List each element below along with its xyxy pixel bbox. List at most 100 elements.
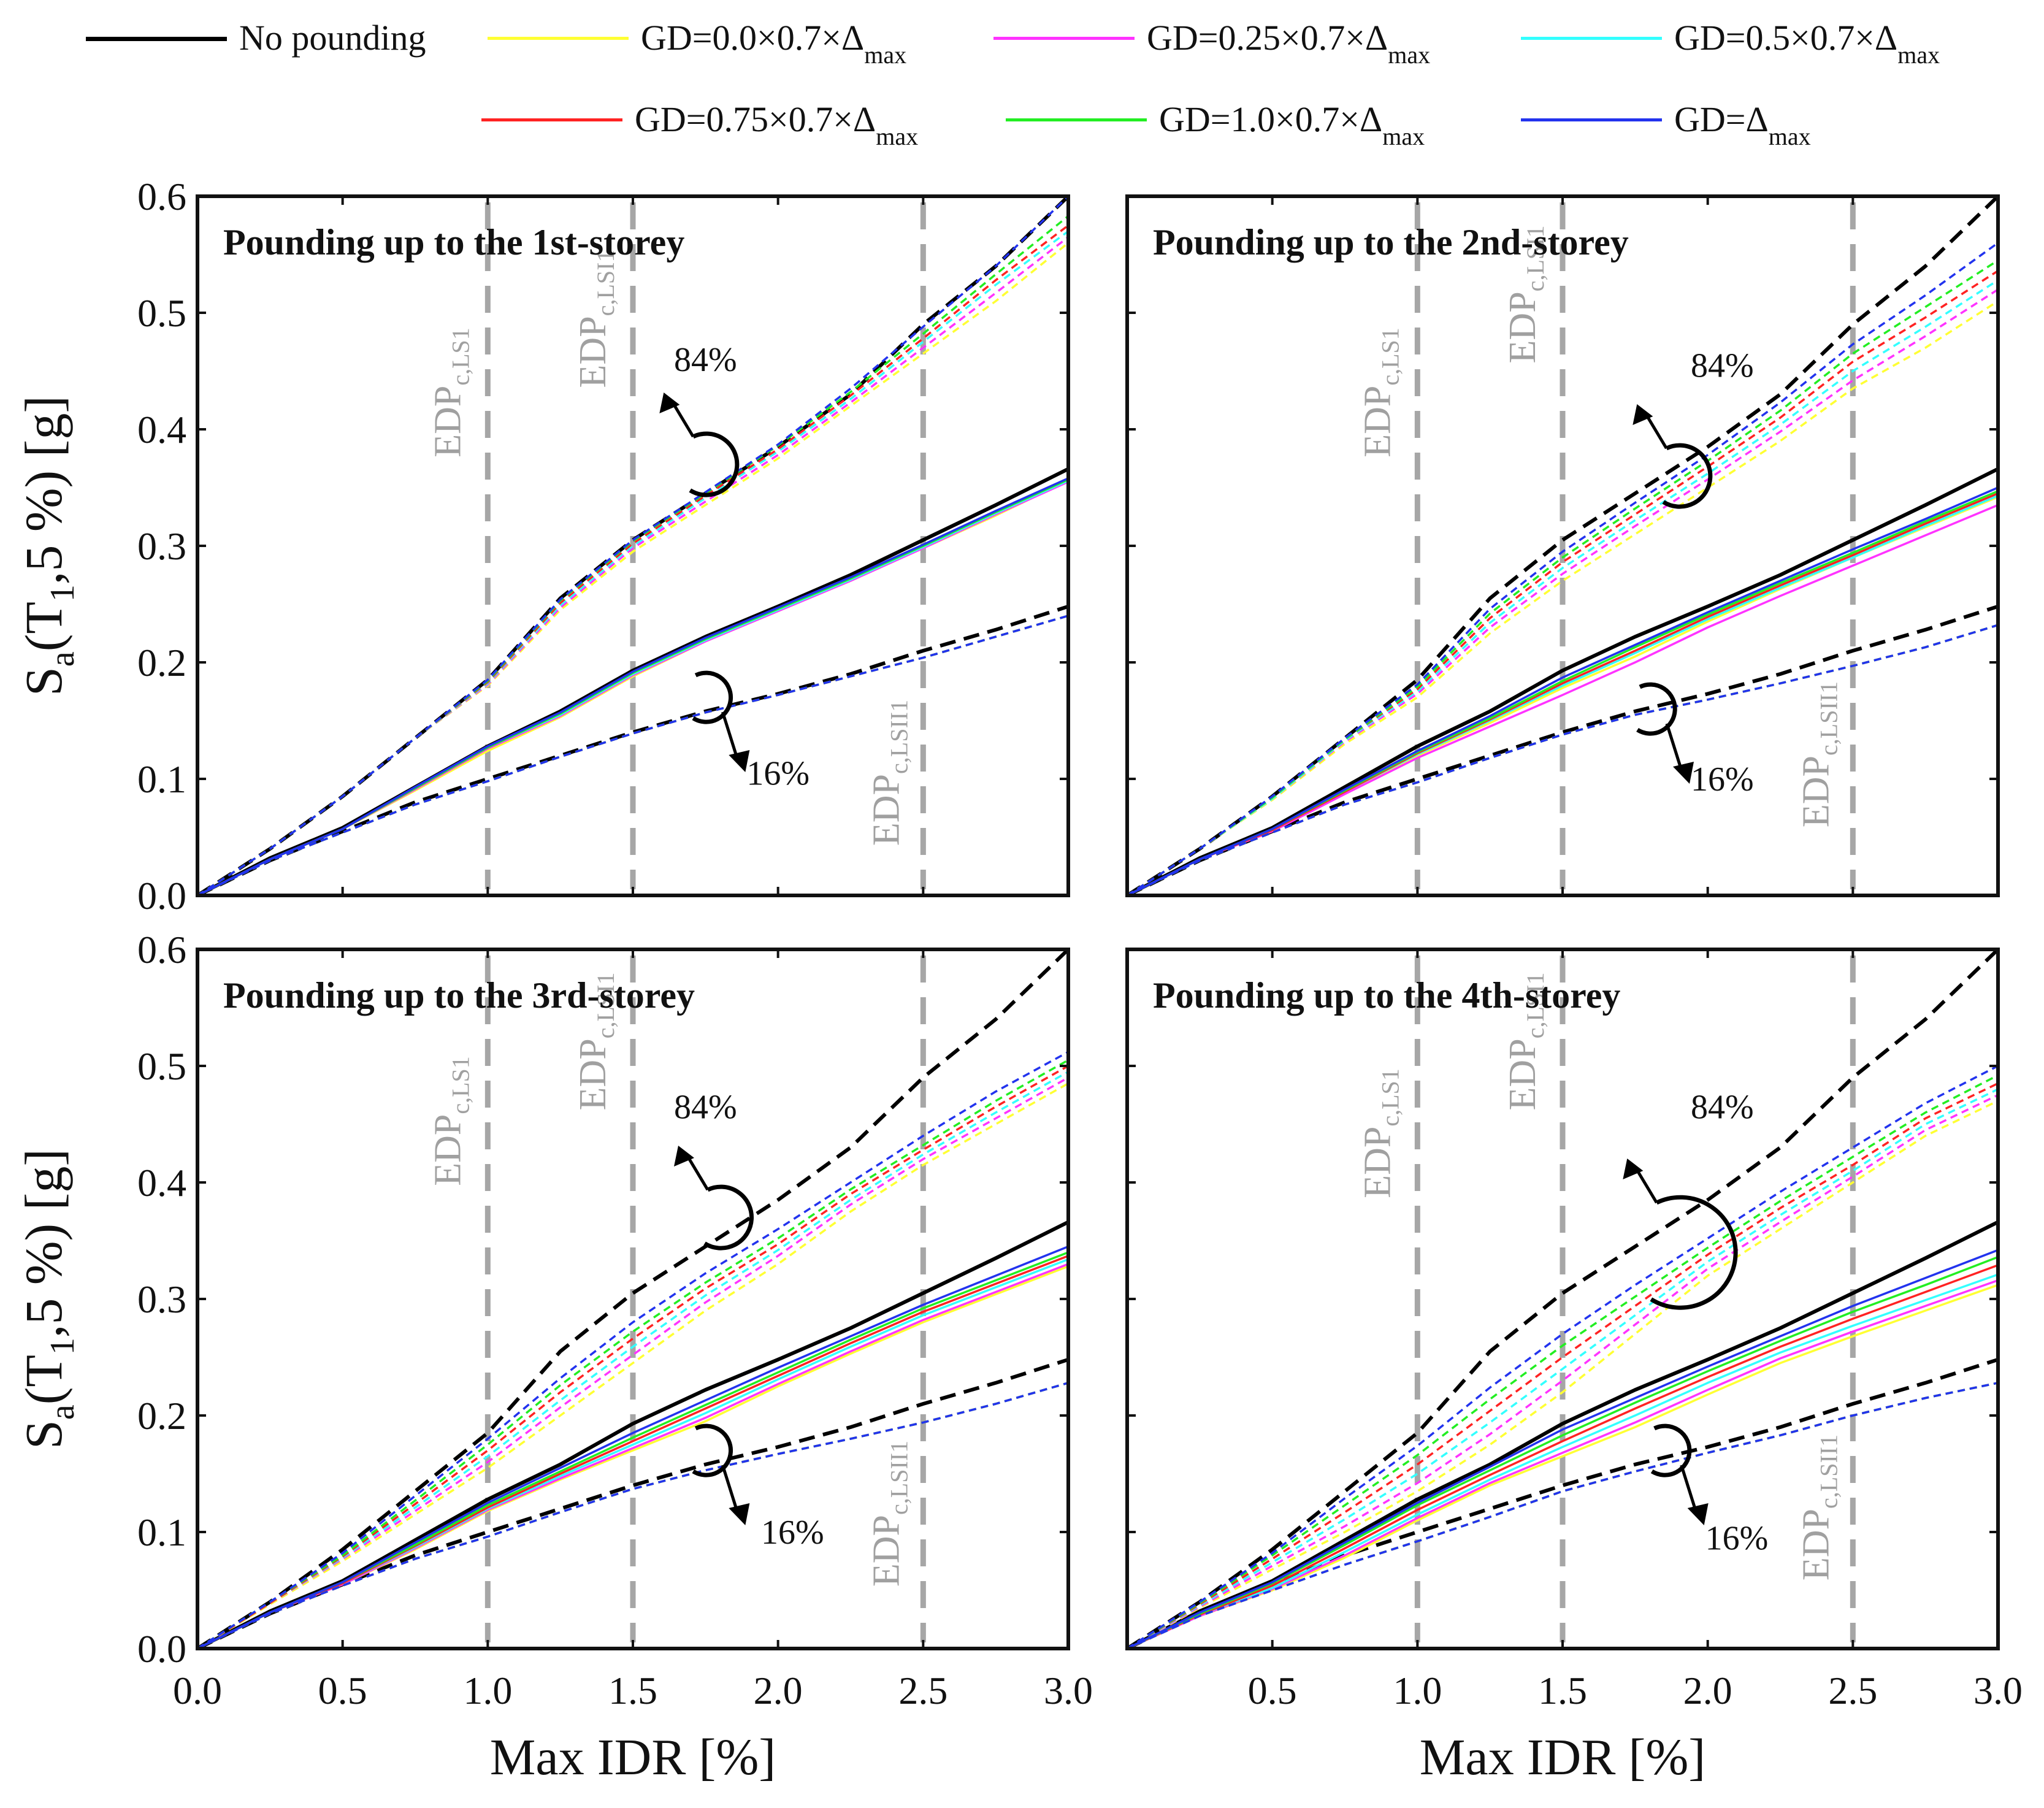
legend-swatch [1521, 37, 1662, 40]
series-line [197, 1263, 1069, 1650]
percentile-label: 16% [746, 755, 810, 793]
series-line [1127, 1284, 1999, 1650]
y-tick-label: 0.3 [137, 524, 186, 568]
percentile-arrow-shaft [1647, 416, 1668, 450]
y-axis-label-text: ,5 %) [g] [14, 396, 73, 584]
limit-state-label: EDPc,LSI1 [572, 250, 619, 388]
percentile-arrow-shaft [673, 405, 695, 438]
legend-label-subscript: max [876, 123, 919, 150]
percentile-arrow-head [1687, 1503, 1709, 1525]
legend-label-subscript: max [1768, 123, 1811, 150]
y-tick-label: 0.4 [137, 408, 186, 451]
x-tick-label: 0.0 [173, 1669, 222, 1712]
y-tick-label: 0.2 [137, 641, 186, 684]
legend-label: No pounding [239, 18, 426, 58]
y-axis-label: Sa(T1,5 %) [g] [14, 1149, 82, 1449]
y-tick-label: 0.5 [137, 1044, 186, 1088]
percentile-arrow-arc [1650, 1195, 1738, 1310]
limit-state-label-main: EDP [865, 774, 907, 846]
percentile-label: 84% [674, 341, 737, 379]
percentile-arrow-shaft [721, 1465, 738, 1509]
legend-swatch [481, 118, 622, 121]
panel-title: Pounding up to the 4th-storey [1153, 975, 1620, 1016]
x-tick-label: 3.0 [1044, 1669, 1093, 1712]
legend-label-subscript: max [1388, 41, 1431, 69]
y-axis-label: Sa(T1,5 %) [g] [14, 396, 82, 696]
limit-state-label-main: EDP [1502, 1038, 1544, 1110]
limit-state-label-main: EDP [572, 1038, 614, 1110]
panel-title: Pounding up to the 3rd-storey [223, 975, 695, 1016]
y-tick-label: 0.4 [137, 1161, 186, 1205]
limit-state-label-sub: c,LSII1 [885, 700, 913, 774]
limit-state-label-sub: c,LSI1 [592, 973, 619, 1039]
y-tick-label: 0.6 [137, 175, 186, 218]
series-line [197, 195, 1070, 897]
percentile-arrow-shaft [1637, 1171, 1658, 1204]
percentile-arrow-arc [692, 670, 733, 724]
x-axis-label: Max IDR [%] [1420, 1729, 1706, 1786]
y-axis-label-subscript: 1 [44, 584, 82, 602]
series-line [197, 1082, 1069, 1650]
percentile-label: 16% [1691, 760, 1754, 799]
y-axis-label-subscript: 1 [44, 1338, 82, 1355]
y-axis-label-text: (T [14, 602, 73, 651]
y-axis-label-subscript: a [44, 1404, 82, 1420]
y-tick-label: 0.1 [137, 1511, 186, 1554]
panel-title: Pounding up to the 2nd-storey [1153, 222, 1629, 262]
limit-state-label-sub: c,LS1 [446, 328, 474, 385]
percentile-label: 16% [1705, 1520, 1769, 1558]
limit-state-label-main: EDP [1795, 756, 1837, 827]
series-line [197, 1070, 1069, 1650]
series-line [1127, 624, 1999, 897]
legend-label: GD=0.75×0.7×Δmax [635, 99, 919, 150]
percentile-arrow-shaft [721, 711, 738, 756]
y-tick-label: 0.1 [137, 757, 186, 801]
limit-state-label-main: EDP [1357, 1127, 1398, 1198]
series-line [1126, 948, 2000, 1650]
y-tick-label: 0.0 [137, 1627, 186, 1671]
y-tick-label: 0.5 [137, 291, 186, 335]
series-line [1127, 1255, 1999, 1650]
limit-state-label: EDPc,LSI1 [572, 973, 619, 1111]
percentile-arrow-arc [1662, 443, 1713, 509]
percentile-arrow-arc [689, 431, 740, 497]
percentile-arrow-arc [1636, 682, 1677, 736]
chart-panel-1: EDPc,LS1 EDPc,LSI1EDPc,LSII184%16%0.00.10… [14, 175, 1070, 917]
limit-state-label-main: EDP [427, 386, 469, 458]
x-tick-label: 1.0 [463, 1669, 512, 1712]
y-tick-label: 0.6 [137, 928, 186, 971]
limit-state-label-sub: c,LS1 [446, 1056, 474, 1114]
legend-label: GD=0.0×0.7×Δmax [641, 18, 907, 69]
percentile-arrow-head [729, 1503, 750, 1525]
series-line [1127, 1273, 1999, 1650]
series-line [197, 1051, 1069, 1650]
y-axis-label-symbol: S [14, 667, 73, 696]
series-line [1127, 1249, 1999, 1650]
limit-state-label: EDPc,LSII1 [865, 1441, 913, 1587]
legend-label-subscript: max [1382, 123, 1425, 150]
series-line [1127, 486, 1999, 897]
y-tick-label: 0.3 [137, 1277, 186, 1321]
x-tick-label: 2.0 [754, 1669, 803, 1712]
legend-label: GD=0.5×0.7×Δmax [1674, 18, 1940, 69]
legend-swatch [488, 37, 629, 40]
series-line [1127, 1100, 1999, 1650]
y-tick-label: 0.0 [137, 874, 186, 917]
x-tick-label: 1.0 [1393, 1669, 1442, 1712]
series-line [1127, 1065, 1999, 1650]
x-tick-label: 2.5 [1828, 1669, 1877, 1712]
limit-state-label: EDPc,LSII1 [1795, 1435, 1842, 1580]
percentile-arrow-arc [703, 1184, 754, 1251]
y-axis-label-subscript: a [44, 651, 82, 667]
y-axis-label-text: ,5 %) [g] [14, 1149, 73, 1338]
series-line [1127, 492, 1999, 897]
percentile-label: 84% [674, 1089, 737, 1127]
legend-swatch [1521, 118, 1662, 121]
series-line [1127, 1088, 1999, 1650]
limit-state-label-main: EDP [1502, 291, 1544, 363]
limit-state-label-sub: c,LS1 [1376, 328, 1404, 385]
limit-state-label-sub: c,LSI1 [1522, 973, 1549, 1039]
